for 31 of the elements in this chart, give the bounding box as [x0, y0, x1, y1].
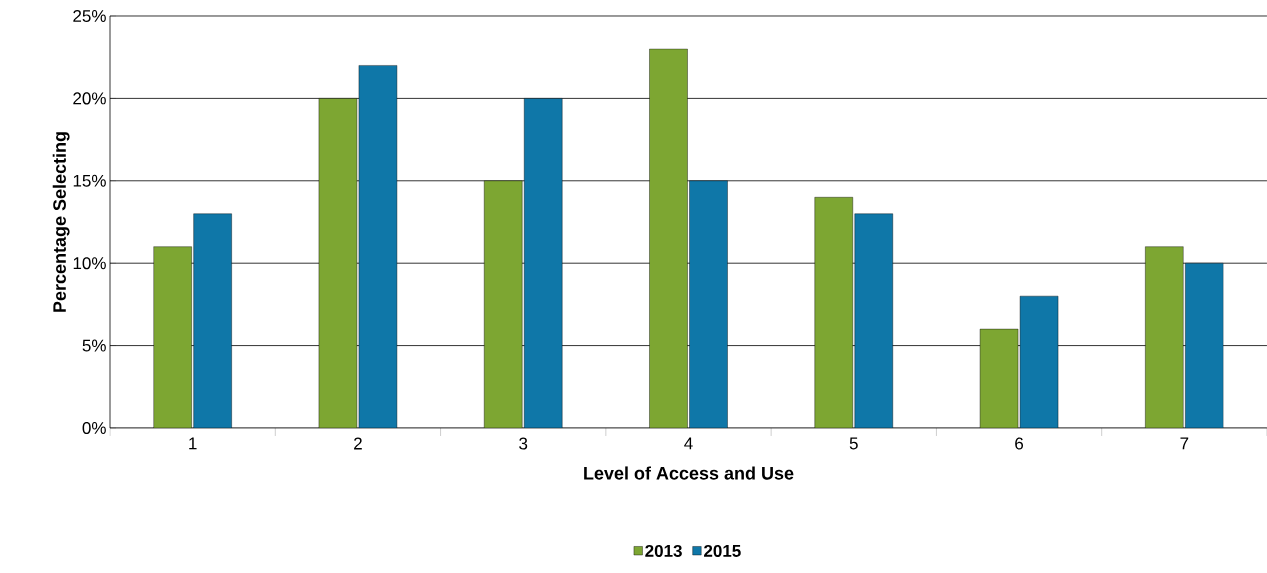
legend-label: 2013: [645, 544, 682, 557]
x-tick-label: 3: [519, 437, 528, 450]
bar: [1019, 295, 1059, 428]
x-tick-label: 1: [189, 437, 197, 450]
y-tick-label: 5%: [82, 339, 106, 352]
bar: [1185, 262, 1224, 428]
y-tick-label: 15%: [73, 174, 106, 187]
bar: [854, 213, 893, 428]
bar: [1145, 246, 1184, 428]
bar: [358, 65, 398, 428]
y-tick-label: 20%: [73, 92, 106, 105]
x-tick-label: 5: [849, 437, 858, 450]
y-tick-label: 10%: [73, 257, 106, 270]
y-axis-title: Percentage Selecting: [52, 132, 70, 312]
bar: [979, 328, 1019, 428]
x-axis-title: Level of Access and Use: [584, 466, 794, 480]
x-tick-label: 2: [354, 437, 362, 450]
x-tick-label: 4: [684, 437, 693, 450]
x-tick-label: 7: [1180, 437, 1189, 450]
bar: [649, 48, 688, 428]
legend-label: 2015: [704, 544, 741, 557]
x-tick-label: 6: [1015, 437, 1024, 450]
bar: [814, 197, 853, 428]
y-tick-label: 0%: [82, 421, 106, 435]
bar: [193, 213, 232, 428]
bar: [484, 180, 523, 428]
y-tick-label: 25%: [73, 9, 106, 23]
bar: [689, 180, 728, 428]
bar: [153, 246, 192, 428]
bar: [318, 98, 358, 428]
bar: [524, 98, 563, 428]
